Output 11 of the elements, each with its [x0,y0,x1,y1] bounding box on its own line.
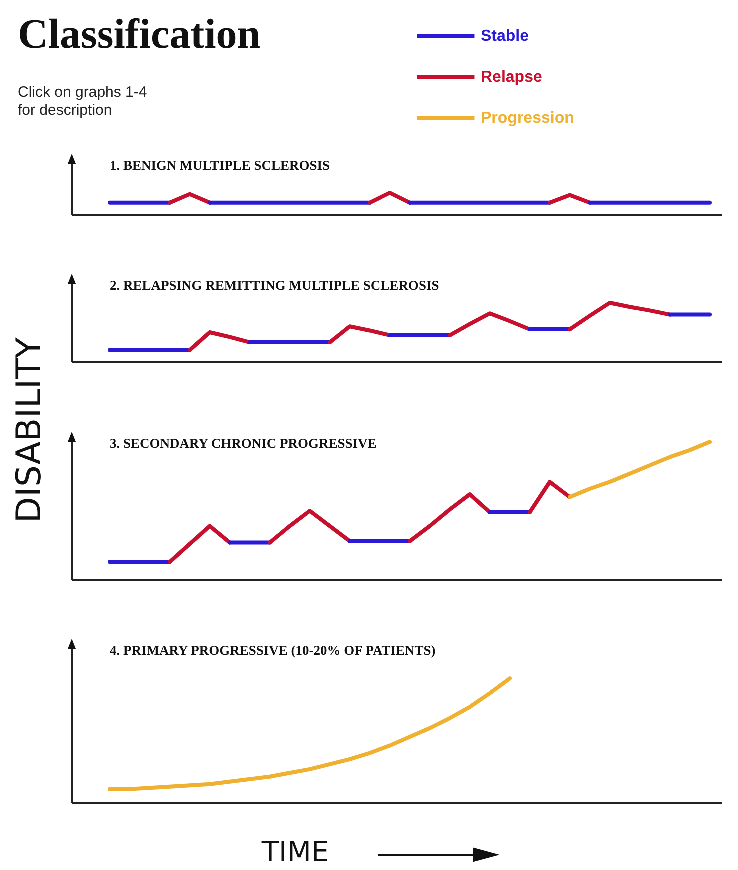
legend-label: Progression [481,110,574,127]
text: 4. PRIMARY PROGRESSIVE (10-20% OF PATIENTS) [110,643,436,658]
chart-subtitle: Click on graphs 1-4 for description [18,84,148,119]
x-axis-title: TIME [260,836,330,868]
text: 1. BENIGN MULTIPLE SCLEROSIS [110,158,330,173]
legend-label: Relapse [481,69,542,86]
annotation: 3. SECONDARY CHRONIC PROGRESSIVE [110,436,377,451]
legend-label: Stable [481,28,530,45]
y-axis-title: DISABILITY [10,338,50,524]
text: 2. RELAPSING REMITTING MULTIPLE SCLEROSIS [110,278,440,293]
chart-title: Classification [18,12,261,58]
